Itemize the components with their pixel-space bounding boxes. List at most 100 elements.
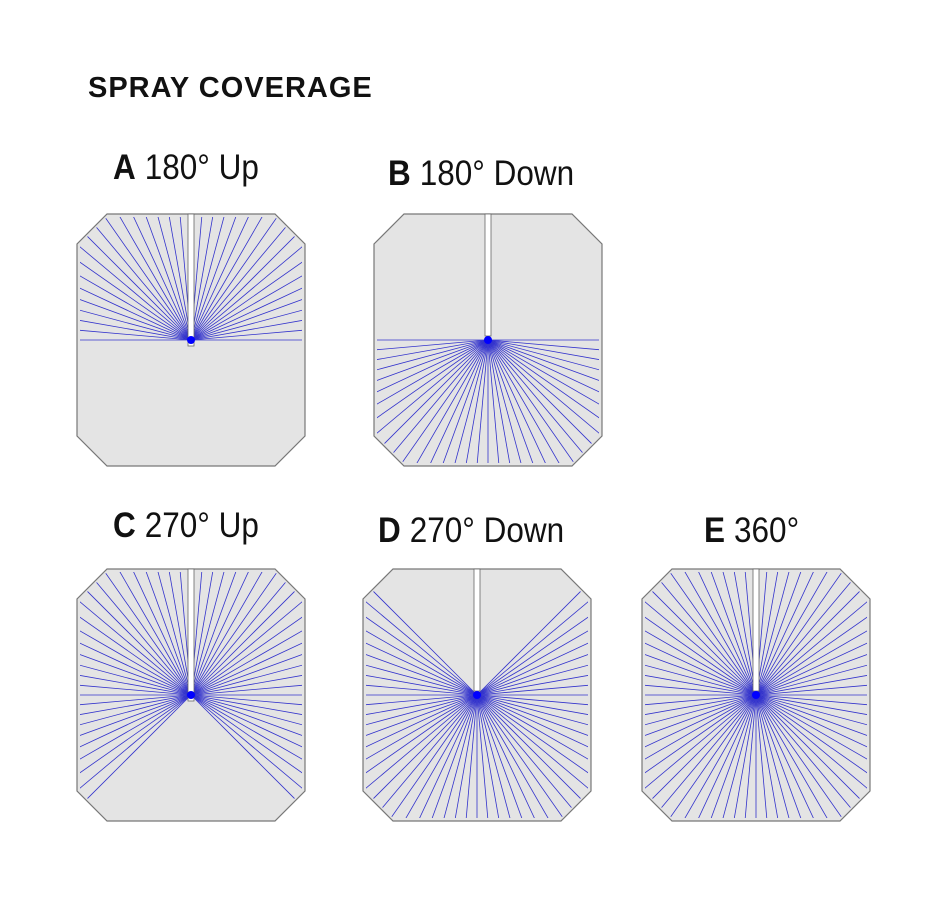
spray-ray [476, 694, 588, 792]
spray-ray [80, 694, 192, 710]
spray-ray [190, 598, 302, 696]
spray-ray [377, 339, 489, 457]
spray-ray [80, 325, 192, 341]
spray-ray [386, 694, 478, 818]
spray-ray [190, 308, 302, 341]
spray-ray [755, 694, 773, 818]
spray-ray [147, 217, 192, 341]
spray-ray [487, 339, 599, 437]
panel-b [373, 213, 603, 467]
spray-ray [645, 578, 757, 696]
spray-ray [476, 694, 549, 818]
spray-ray [755, 572, 803, 696]
spray-ray [190, 278, 302, 341]
spray-ray [476, 604, 588, 696]
panel-d-letter: D [378, 511, 401, 550]
panel-b-letter: B [388, 154, 411, 193]
spray-ray [190, 296, 302, 341]
spray-ray [159, 572, 192, 696]
spray-ray [80, 663, 192, 696]
spray-ray [190, 217, 223, 341]
spray-ray [80, 249, 192, 341]
spray-ray [366, 604, 478, 696]
spray-ray [147, 572, 192, 696]
supply-pipe [484, 213, 492, 337]
panel-b-label: B 180° Down [388, 154, 574, 194]
spray-ray [645, 604, 757, 696]
spray-ray [397, 339, 489, 463]
spray-ray [190, 694, 302, 792]
spray-rays [377, 339, 599, 463]
spray-ray [366, 578, 478, 696]
spray-ray [665, 694, 757, 818]
spray-ray [476, 694, 588, 757]
spray-ray [366, 694, 478, 786]
spray-ray [476, 623, 588, 696]
spray-ray [755, 694, 833, 818]
spray-ray [377, 339, 489, 431]
spray-ray [190, 694, 302, 710]
spray-ray [190, 217, 235, 341]
spray-ray [487, 339, 599, 459]
spray-ray [366, 694, 478, 710]
spray-ray [755, 572, 847, 696]
panel-c [76, 568, 306, 822]
spray-ray [645, 663, 757, 696]
spray-ray [80, 223, 192, 341]
panel-d-text: 270° Down [409, 511, 565, 550]
spray-ray [645, 618, 757, 696]
spray-ray [476, 578, 588, 696]
spray-ray [190, 221, 302, 341]
spray-ray [476, 694, 568, 818]
spray-ray [190, 243, 302, 341]
spray-ray [80, 598, 192, 696]
spray-ray [190, 217, 253, 341]
spray-ray [366, 694, 478, 812]
spray-ray [377, 339, 489, 384]
spray-ray [94, 572, 192, 696]
spray-ray [476, 651, 588, 696]
spray-ray [190, 325, 302, 341]
spray-ray [476, 694, 588, 812]
nozzle [752, 691, 760, 699]
spray-ray [405, 694, 478, 818]
spray-ray [190, 578, 302, 696]
spray-ray [94, 217, 192, 341]
spray-ray [476, 576, 588, 696]
spray-ray [487, 339, 599, 431]
spray-ray [80, 651, 192, 696]
spray-ray [80, 694, 192, 812]
spray-ray [377, 339, 489, 459]
spray-ray [366, 694, 478, 739]
spray-ray [190, 694, 302, 739]
spray-ray [755, 572, 818, 696]
spray-ray [190, 694, 302, 786]
spray-ray [366, 623, 478, 696]
spray-ray [476, 598, 588, 696]
spray-ray [487, 339, 579, 463]
spray-ray [377, 339, 489, 355]
spray-ray [80, 633, 192, 696]
panel-d-label: D 270° Down [378, 511, 564, 551]
spray-ray [190, 694, 302, 814]
spray-ray [755, 694, 867, 799]
spray-ray [190, 623, 302, 696]
spray-ray [665, 572, 757, 696]
spray-ray [366, 694, 478, 814]
spray-ray [755, 578, 867, 696]
panel-d [362, 568, 592, 822]
spray-ray [366, 651, 478, 696]
spray-ray [190, 680, 302, 696]
spray-rays [645, 572, 867, 818]
spray-ray [416, 339, 489, 463]
panel-a-text: 180° Up [144, 148, 259, 187]
spray-ray [80, 694, 192, 792]
spray-ray [755, 604, 867, 696]
spray-ray [487, 339, 599, 402]
spray-ray [366, 694, 478, 792]
spray-ray [755, 694, 788, 818]
spray-ray [645, 694, 757, 712]
spray-ray [380, 694, 478, 818]
panel-a [76, 213, 306, 467]
panel-b-text: 180° Down [419, 154, 575, 193]
